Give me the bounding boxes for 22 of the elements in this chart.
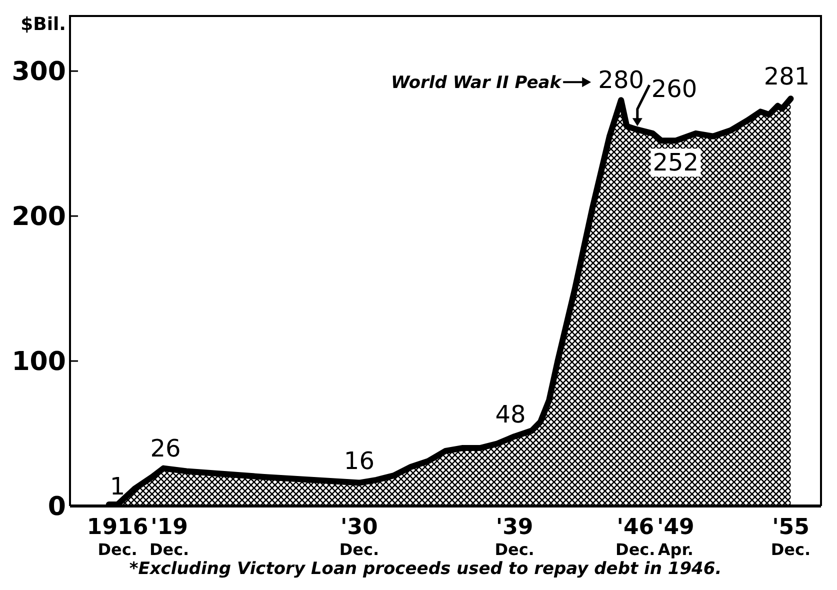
x-tick-label: '49 Apr. [656,515,694,559]
x-tick-label: '55 Dec. [770,515,811,559]
annotation: 26 [150,434,181,462]
x-tick-label: '30 Dec. [339,515,380,559]
x-tick-label: '46 Dec. [616,515,656,559]
y-tick-label: 200 [12,202,66,232]
text: *Excluding Victory Loan proceeds used to repay debt in 1946. [129,559,722,579]
annotation: 48 [495,400,526,428]
x-tick-label: '39 Dec. [494,515,534,559]
annotation: 16 [344,446,374,475]
y-tick-label: 300 [12,57,66,88]
y-tick-label: 0 [48,492,66,522]
x-tick-label: '19 Dec. [149,515,190,559]
annotation: 280 [598,66,644,94]
annotation: 281 [764,62,810,91]
annotation: 252 [652,148,699,177]
x-tick-label: 1916 Dec. [86,515,148,559]
y-tick-label: 100 [12,347,66,378]
annotation: 1 [110,472,126,501]
y-axis-title: $Bil. [20,14,66,35]
annotation: 260 [651,75,698,104]
annotation: World War II Peak [391,73,563,94]
